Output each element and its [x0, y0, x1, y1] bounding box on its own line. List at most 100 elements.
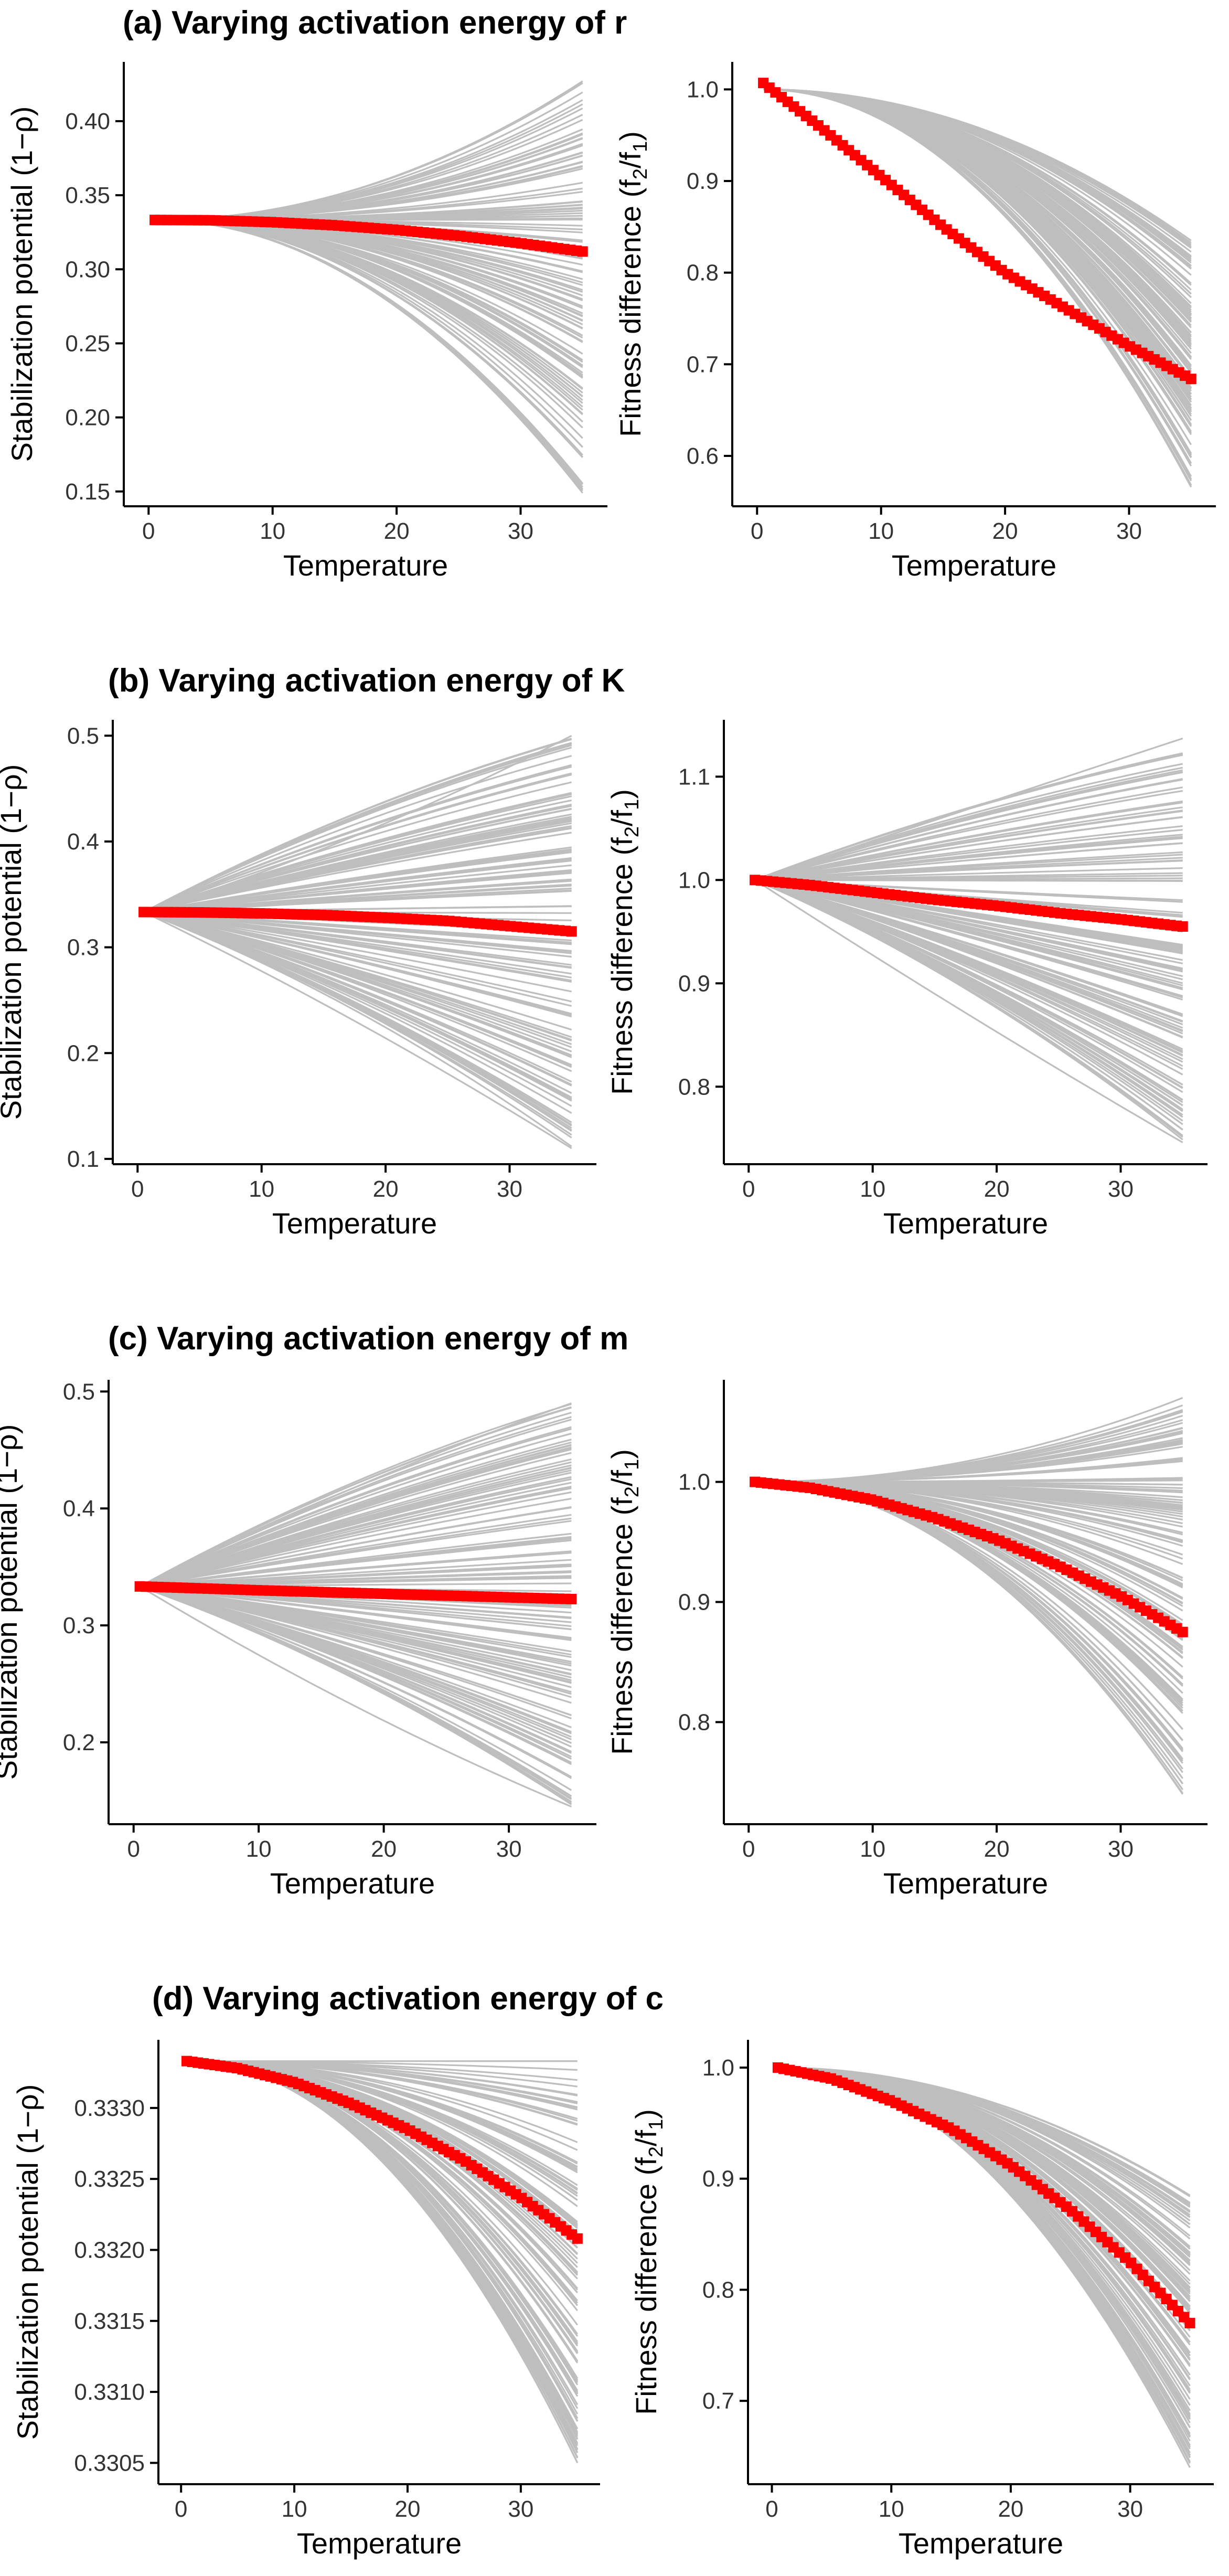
y-tick-label: 0.20 — [65, 405, 110, 431]
envelope-line — [777, 2067, 1191, 2196]
envelope-line — [140, 1565, 572, 1588]
y-tick-label: 1.0 — [678, 1470, 710, 1495]
y-tick-label: 0.8 — [678, 1709, 710, 1735]
y-tick-label: 0.40 — [65, 109, 110, 134]
envelope-line — [755, 1397, 1183, 1483]
envelope-line — [763, 88, 1192, 350]
y-tick-label: 1.1 — [678, 764, 710, 790]
envelope-line — [754, 879, 1183, 1131]
y-tick-label: 0.25 — [65, 331, 110, 356]
mean-point — [1185, 374, 1196, 385]
x-tick-label: 0 — [142, 518, 155, 544]
envelope-line — [754, 802, 1183, 881]
envelope-line — [140, 1452, 572, 1588]
envelope-line — [140, 1585, 572, 1641]
chart-a-stabilization: 0 10 20 30 0.15 0.20 0.25 0.30 0.35 0.40 Temperatu… — [5, 62, 607, 582]
envelope-line — [140, 1539, 572, 1588]
panel-title-d: (d) Varying activation energy of c — [152, 1981, 664, 2017]
mean-point — [1177, 921, 1188, 932]
envelope-line — [755, 879, 1183, 882]
envelope-line — [143, 738, 572, 913]
y-axis-label: Fitness difference (f2/f1) — [614, 131, 651, 437]
envelope-line — [755, 872, 1183, 881]
y-tick-label: 0.2 — [67, 1040, 99, 1066]
envelope-line — [139, 1428, 572, 1588]
envelope-line — [763, 88, 1192, 323]
mean-point — [577, 246, 588, 257]
panel-title-c: (c) Varying activation energy of m — [108, 1321, 629, 1357]
y-tick-label: 0.2 — [63, 1730, 95, 1755]
envelope-line — [763, 88, 1192, 322]
envelope-line — [140, 1585, 572, 1779]
y-tick-label: 0.3315 — [74, 2308, 145, 2334]
envelope-line — [754, 879, 1183, 1076]
envelope-line — [143, 864, 572, 913]
y-tick-label: 0.7 — [687, 352, 719, 377]
y-tick-label: 0.8 — [678, 1074, 710, 1100]
y-axis-label: Stabilization potential (1−ρ) — [11, 2084, 44, 2440]
x-axis-label: Temperature — [283, 549, 448, 582]
envelope-line — [143, 742, 572, 913]
envelope-line — [754, 771, 1183, 881]
mean-point — [566, 926, 577, 937]
envelope-line — [763, 88, 1192, 295]
envelope-line — [143, 822, 572, 913]
x-tick-label: 10 — [282, 2496, 307, 2522]
y-tick-label: 0.30 — [65, 257, 110, 282]
x-axis-label: Temperature — [883, 1207, 1048, 1240]
envelope-line — [754, 879, 1183, 984]
y-tick-label: 0.6 — [687, 443, 719, 469]
envelope-line — [754, 879, 1183, 964]
x-tick-label: 0 — [175, 2496, 187, 2522]
y-tick-label: 0.15 — [65, 479, 110, 505]
envelope-line — [139, 1402, 572, 1588]
envelope-line — [140, 1585, 572, 1803]
y-tick-label: 1.0 — [687, 77, 719, 102]
envelope-line — [754, 879, 1183, 1116]
x-tick-label: 20 — [384, 518, 410, 544]
y-tick-label: 0.3305 — [74, 2450, 145, 2476]
mean-point — [1177, 1626, 1188, 1637]
envelope-line — [754, 879, 1183, 1060]
envelope-line — [140, 1476, 572, 1588]
y-tick-label: 0.3310 — [74, 2379, 145, 2405]
envelope-line — [139, 1585, 572, 1808]
envelope-line — [755, 859, 1183, 881]
envelope-line — [763, 88, 1192, 412]
envelope-line — [139, 1432, 572, 1588]
x-tick-label: 20 — [992, 518, 1018, 544]
envelope-line — [754, 879, 1183, 1015]
x-tick-label: 10 — [879, 2496, 904, 2522]
y-tick-label: 0.9 — [678, 971, 710, 996]
envelope-line — [186, 2060, 578, 2197]
envelope-line — [140, 1506, 572, 1588]
envelope-line — [777, 2067, 1191, 2271]
envelope-line — [755, 1458, 1183, 1483]
y-tick-label: 0.8 — [702, 2277, 734, 2303]
x-tick-label: 0 — [742, 1176, 755, 1202]
envelope-line — [143, 755, 572, 913]
x-axis-label: Temperature — [883, 1867, 1048, 1900]
envelope-line — [143, 781, 572, 913]
envelope-line — [143, 832, 572, 913]
envelope-line — [143, 911, 572, 1058]
mean-point — [572, 2233, 583, 2244]
x-tick-label: 0 — [131, 1176, 144, 1202]
y-tick-label: 0.5 — [67, 723, 99, 749]
envelope-line — [754, 816, 1183, 881]
y-tick-label: 0.4 — [67, 829, 99, 855]
x-tick-label: 30 — [1108, 1176, 1134, 1202]
x-tick-label: 0 — [127, 1836, 140, 1862]
chart-b-fitness: 0 10 20 30 0.8 0.9 1.0 1.1 Temperature Fitness di… — [605, 720, 1207, 1240]
envelope-line — [186, 2060, 578, 2120]
y-tick-label: 1.0 — [678, 867, 710, 893]
envelope-line — [140, 1461, 572, 1588]
envelope-line — [155, 219, 583, 490]
envelope-line — [143, 803, 572, 913]
x-tick-label: 20 — [371, 1836, 397, 1862]
y-tick-label: 0.5 — [63, 1379, 95, 1404]
y-tick-label: 0.3 — [67, 935, 99, 961]
x-axis-label: Temperature — [297, 2527, 462, 2560]
x-tick-label: 30 — [496, 1836, 522, 1862]
x-tick-label: 10 — [860, 1176, 885, 1202]
